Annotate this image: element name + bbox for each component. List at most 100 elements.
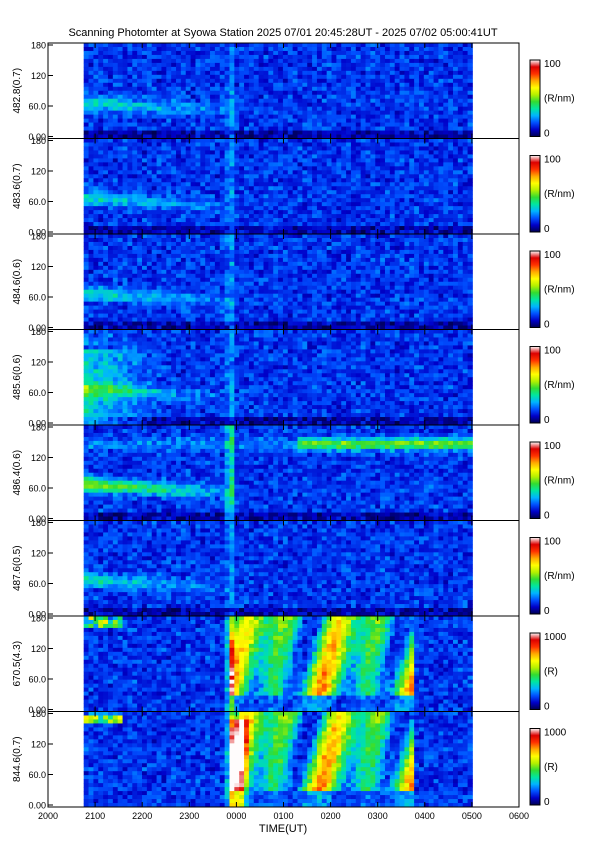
heatmap-cell: [448, 206, 454, 211]
heatmap-cell: [185, 190, 191, 195]
heatmap-cell: [132, 234, 138, 239]
heatmap-cell: [132, 102, 138, 108]
heatmap-cell: [414, 261, 420, 267]
heatmap-cell: [394, 118, 400, 123]
heatmap-cell: [273, 70, 279, 76]
heatmap-cell: [457, 110, 464, 116]
heatmap-cell: [185, 214, 191, 219]
heatmap-cell: [438, 218, 444, 223]
heatmap-cell: [244, 186, 250, 191]
heatmap-cell: [117, 134, 123, 139]
heatmap-cell: [200, 166, 206, 171]
heatmap-cell: [457, 62, 464, 68]
heatmap-cell: [112, 174, 119, 179]
heatmap-cell: [127, 66, 133, 72]
heatmap-cell: [292, 43, 298, 48]
heatmap-cell: [137, 58, 143, 64]
heatmap-cell: [448, 226, 454, 231]
heatmap-cell: [462, 281, 468, 287]
heatmap-cell: [321, 237, 328, 243]
heatmap-cell: [112, 114, 119, 120]
heatmap-cell: [258, 46, 264, 52]
heatmap-cell: [418, 198, 425, 203]
heatmap-cell: [287, 66, 294, 72]
heatmap-cell: [321, 158, 328, 163]
heatmap-cell: [229, 62, 235, 68]
heatmap-cell: [360, 166, 366, 171]
heatmap-cell: [370, 126, 376, 131]
heatmap-cell: [365, 58, 371, 64]
heatmap-cell: [273, 146, 279, 151]
heatmap-cell: [190, 158, 196, 163]
heatmap-cell: [462, 222, 468, 227]
heatmap-cell: [453, 190, 459, 195]
heatmap-cell: [190, 202, 196, 207]
heatmap-cell: [132, 241, 138, 247]
heatmap-cell: [142, 130, 148, 135]
heatmap-cell: [287, 186, 294, 191]
heatmap-cell: [219, 174, 226, 179]
heatmap-cell: [370, 202, 376, 207]
heatmap-cell: [219, 198, 226, 203]
heatmap-cell: [370, 122, 376, 127]
heatmap-cell: [185, 261, 191, 267]
heatmap-cell: [205, 257, 211, 263]
heatmap-cell: [117, 182, 123, 187]
heatmap-cell: [360, 226, 366, 231]
heatmap-cell: [297, 70, 303, 76]
heatmap-cell: [239, 202, 245, 207]
heatmap-cell: [346, 273, 352, 279]
heatmap-cell: [404, 106, 410, 112]
heatmap-cell: [263, 46, 269, 52]
heatmap-cell: [107, 118, 114, 123]
heatmap-cell: [156, 94, 162, 100]
heatmap-cell: [297, 142, 303, 147]
heatmap-cell: [428, 82, 434, 88]
heatmap-cell: [268, 158, 274, 163]
heatmap-cell: [443, 146, 449, 151]
heatmap-cell: [418, 241, 425, 247]
heatmap-cell: [278, 249, 284, 255]
heatmap-cell: [234, 174, 240, 179]
heatmap-cell: [389, 102, 396, 108]
heatmap-cell: [224, 237, 230, 243]
heatmap-cell: [312, 182, 318, 187]
heatmap-cell: [316, 174, 323, 179]
heatmap-cell: [127, 206, 133, 211]
heatmap-cell: [409, 114, 415, 120]
heatmap-cell: [205, 206, 211, 211]
heatmap-cell: [210, 174, 216, 179]
heatmap-cell: [399, 178, 405, 183]
heatmap-cell: [156, 174, 162, 179]
heatmap-cell: [156, 130, 162, 135]
heatmap-cell: [161, 285, 167, 291]
heatmap-cell: [457, 50, 464, 56]
heatmap-cell: [229, 130, 235, 135]
heatmap-cell: [263, 265, 269, 271]
heatmap-cell: [117, 277, 123, 283]
heatmap-cell: [307, 249, 313, 255]
heatmap-cell: [229, 66, 235, 72]
heatmap-cell: [219, 202, 226, 207]
heatmap-cell: [117, 50, 123, 56]
heatmap-cell: [142, 269, 148, 275]
heatmap-cell: [127, 114, 133, 120]
heatmap-cell: [98, 142, 104, 147]
heatmap-cell: [336, 46, 342, 52]
heatmap-cell: [375, 162, 381, 167]
heatmap-cell: [180, 178, 187, 183]
heatmap-cell: [365, 237, 371, 243]
heatmap-cell: [268, 245, 274, 251]
heatmap-cell: [418, 253, 425, 259]
heatmap-cell: [180, 90, 187, 96]
heatmap-cell: [205, 230, 211, 235]
heatmap-cell: [307, 234, 313, 239]
heatmap-cell: [467, 158, 473, 163]
heatmap-cell: [93, 142, 99, 147]
heatmap-cell: [331, 245, 337, 251]
heatmap-cell: [394, 150, 400, 155]
heatmap-cell: [380, 58, 386, 64]
heatmap-cell: [117, 90, 123, 96]
heatmap-cell: [326, 90, 332, 96]
heatmap-cell: [239, 281, 245, 287]
